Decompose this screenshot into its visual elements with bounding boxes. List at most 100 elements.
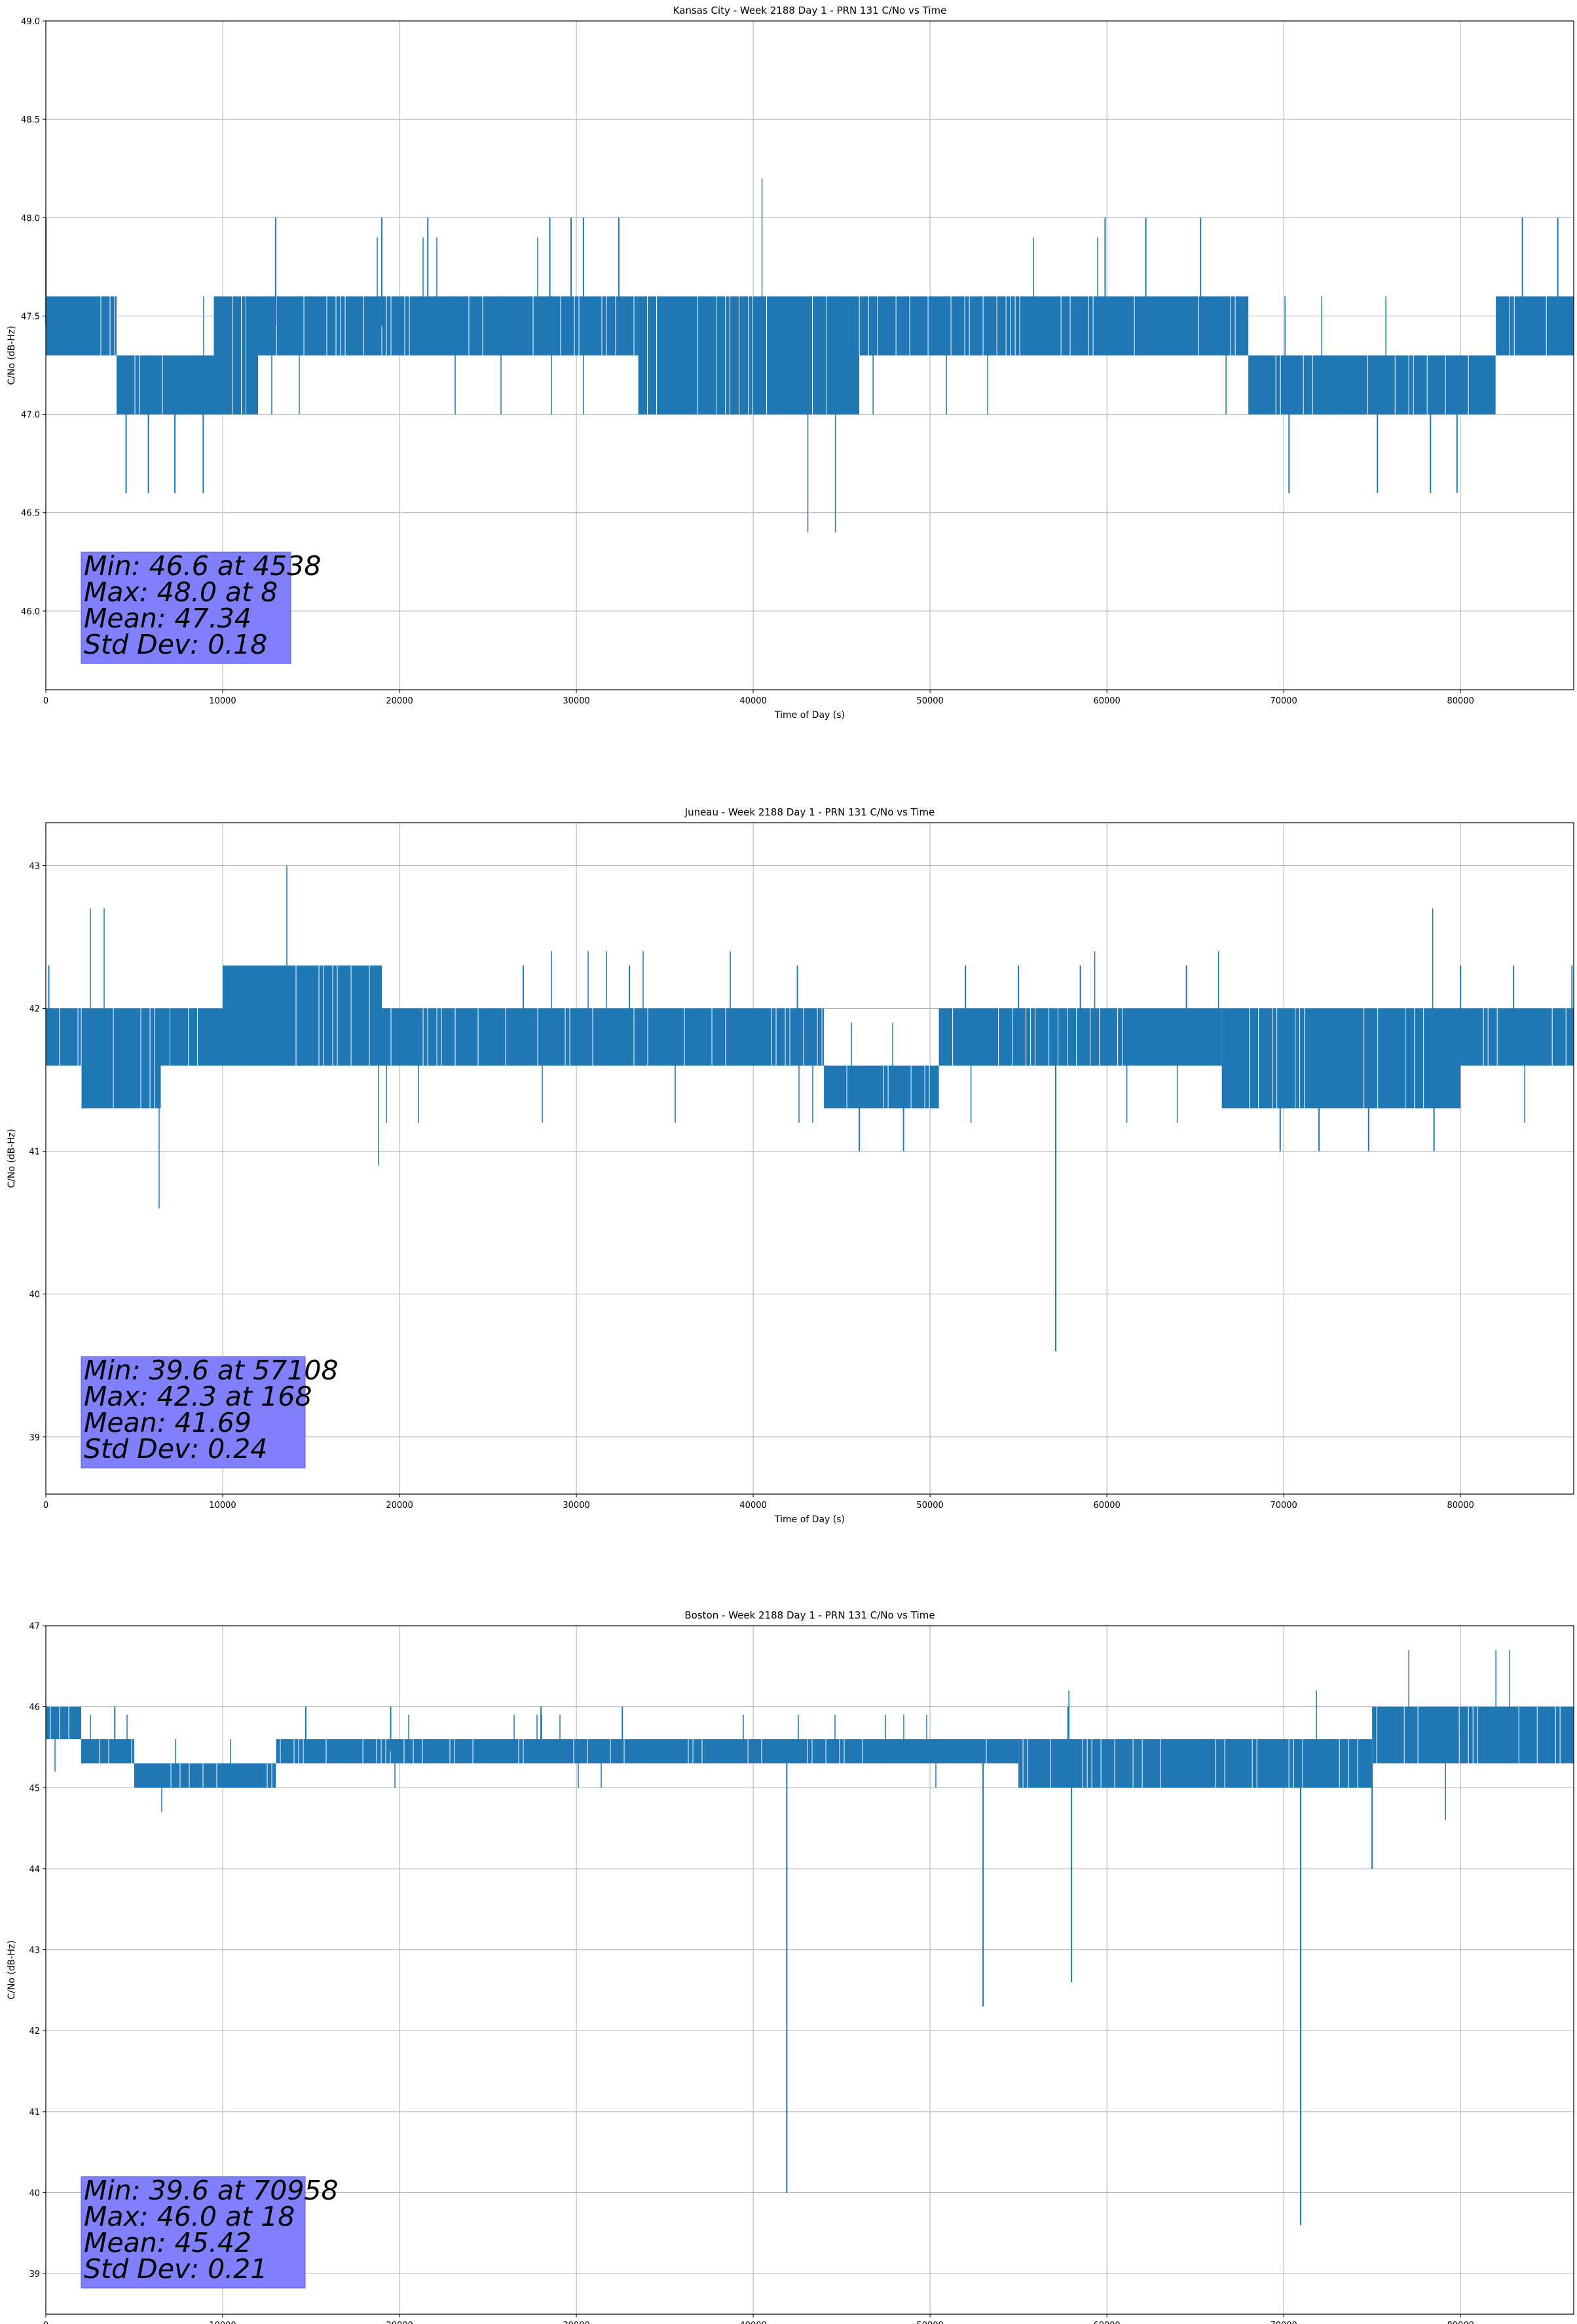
y-tick-label: 46.0 [21, 607, 40, 617]
y-axis-label: C/No (dB-Hz) [7, 326, 17, 384]
data-band [134, 1763, 276, 1788]
x-tick-label: 20000 [386, 696, 413, 706]
x-tick-label: 20000 [386, 1501, 413, 1510]
data-band [46, 1706, 82, 1740]
x-tick-label: 40000 [739, 696, 766, 706]
stats-line: Min: 39.6 at 70958 [84, 2175, 339, 2206]
x-tick-label: 60000 [1093, 696, 1120, 706]
stats-line: Mean: 45.42 [84, 2227, 251, 2258]
stats-line: Min: 46.6 at 4538 [84, 550, 322, 582]
data-band [276, 1739, 1019, 1764]
data-band [382, 1008, 825, 1066]
axes-frame [45, 1625, 1574, 2315]
x-tick-label: 10000 [209, 1501, 236, 1510]
x-tick-label: 10000 [209, 696, 236, 706]
axes-frame [45, 20, 1574, 690]
stats-box-background [81, 552, 291, 664]
stats-line: Max: 46.0 at 18 [84, 2201, 295, 2232]
data-band [1221, 1008, 1461, 1109]
x-tick-label: 0 [43, 2321, 48, 2324]
x-tick-label: 30000 [563, 1501, 589, 1510]
data-band [81, 1008, 161, 1109]
x-tick-label: 50000 [916, 2321, 943, 2324]
y-tick-label: 42 [29, 1005, 40, 1015]
x-tick-label: 60000 [1093, 2321, 1120, 2324]
y-tick-label: 46.5 [21, 509, 40, 519]
chart-panel-1: 0 10000 20000 30000 40000 50000 60000 70000 8000… [7, 5, 1574, 721]
stats-line: Std Dev: 0.24 [84, 1433, 267, 1465]
y-tick-label: 47.0 [21, 411, 40, 421]
data-band [117, 355, 214, 415]
chart-panel-2: 0 10000 20000 30000 40000 50000 60000 70000 8000… [7, 806, 1574, 1525]
y-tick-label: 41 [29, 1148, 40, 1157]
y-tick-label: 47.5 [21, 312, 40, 322]
y-tick-label: 46 [29, 1703, 40, 1713]
data-band [1018, 1739, 1373, 1788]
y-tick-label: 43 [29, 1946, 40, 1956]
y-tick-label: 45 [29, 1784, 40, 1793]
y-tick-label: 48.0 [21, 214, 40, 223]
x-tick-label: 0 [43, 1501, 48, 1510]
x-tick-label: 70000 [1270, 1501, 1297, 1510]
x-tick-label: 40000 [739, 2321, 766, 2324]
data-band [223, 965, 382, 1066]
stats-line: Max: 42.3 at 168 [84, 1381, 312, 1412]
data-band [1496, 296, 1574, 356]
y-tick-label: 44 [29, 1865, 40, 1875]
x-tick-label: 30000 [563, 2321, 589, 2324]
x-tick-label: 60000 [1093, 1501, 1120, 1510]
stats-line: Mean: 47.34 [84, 603, 251, 634]
stats-box-background [81, 2176, 306, 2289]
y-tick-label: 49.0 [21, 17, 40, 27]
stats-line: Std Dev: 0.18 [84, 629, 267, 660]
stats-box-background [81, 1356, 306, 1469]
y-tick-label: 39 [29, 2270, 40, 2279]
x-tick-label: 80000 [1447, 1501, 1474, 1510]
y-axis-label: C/No (dB-Hz) [7, 1940, 17, 1999]
data-band [638, 296, 860, 415]
y-tick-label: 42 [29, 2027, 40, 2036]
stats-line: Mean: 41.69 [84, 1407, 251, 1438]
x-tick-label: 50000 [916, 1501, 943, 1510]
x-tick-label: 80000 [1447, 696, 1474, 706]
data-band [859, 296, 1249, 356]
data-band [258, 296, 639, 356]
data-band [160, 1008, 223, 1066]
chart-title: Kansas City - Week 2188 Day 1 - PRN 131 … [673, 5, 947, 16]
x-tick-label: 70000 [1270, 696, 1297, 706]
x-tick-label: 80000 [1447, 2321, 1474, 2324]
y-tick-label: 40 [29, 1290, 40, 1300]
x-tick-label: 70000 [1270, 2321, 1297, 2324]
data-band [81, 1739, 135, 1764]
data-band [213, 296, 259, 415]
axes-frame [45, 822, 1574, 1495]
x-tick-label: 40000 [739, 1501, 766, 1510]
data-band [1460, 1008, 1574, 1066]
y-tick-label: 43 [29, 861, 40, 871]
chart-title: Juneau - Week 2188 Day 1 - PRN 131 C/No … [684, 806, 935, 818]
y-tick-label: 39 [29, 1433, 40, 1443]
y-tick-label: 48.5 [21, 115, 40, 125]
stats-line: Max: 48.0 at 8 [84, 576, 278, 608]
x-axis-label: Time of Day (s) [774, 710, 845, 721]
x-tick-label: 30000 [563, 696, 589, 706]
x-tick-label: 50000 [916, 696, 943, 706]
x-tick-label: 10000 [209, 2321, 236, 2324]
data-band [46, 296, 117, 356]
y-axis-label: C/No (dB-Hz) [7, 1129, 17, 1188]
x-axis-label: Time of Day (s) [774, 1514, 845, 1525]
stats-line: Std Dev: 0.21 [84, 2253, 267, 2285]
stats-line: Min: 39.6 at 57108 [84, 1355, 339, 1386]
data-band [46, 1008, 82, 1066]
x-tick-label: 20000 [386, 2321, 413, 2324]
y-tick-label: 40 [29, 2189, 40, 2199]
y-tick-label: 47 [29, 1622, 40, 1632]
chart-title: Boston - Week 2188 Day 1 - PRN 131 C/No … [684, 1609, 935, 1621]
chart-panel-3: 0 10000 20000 30000 40000 50000 60000 70000 8000… [7, 1609, 1574, 2324]
x-tick-label: 0 [43, 696, 48, 706]
y-tick-label: 41 [29, 2108, 40, 2118]
